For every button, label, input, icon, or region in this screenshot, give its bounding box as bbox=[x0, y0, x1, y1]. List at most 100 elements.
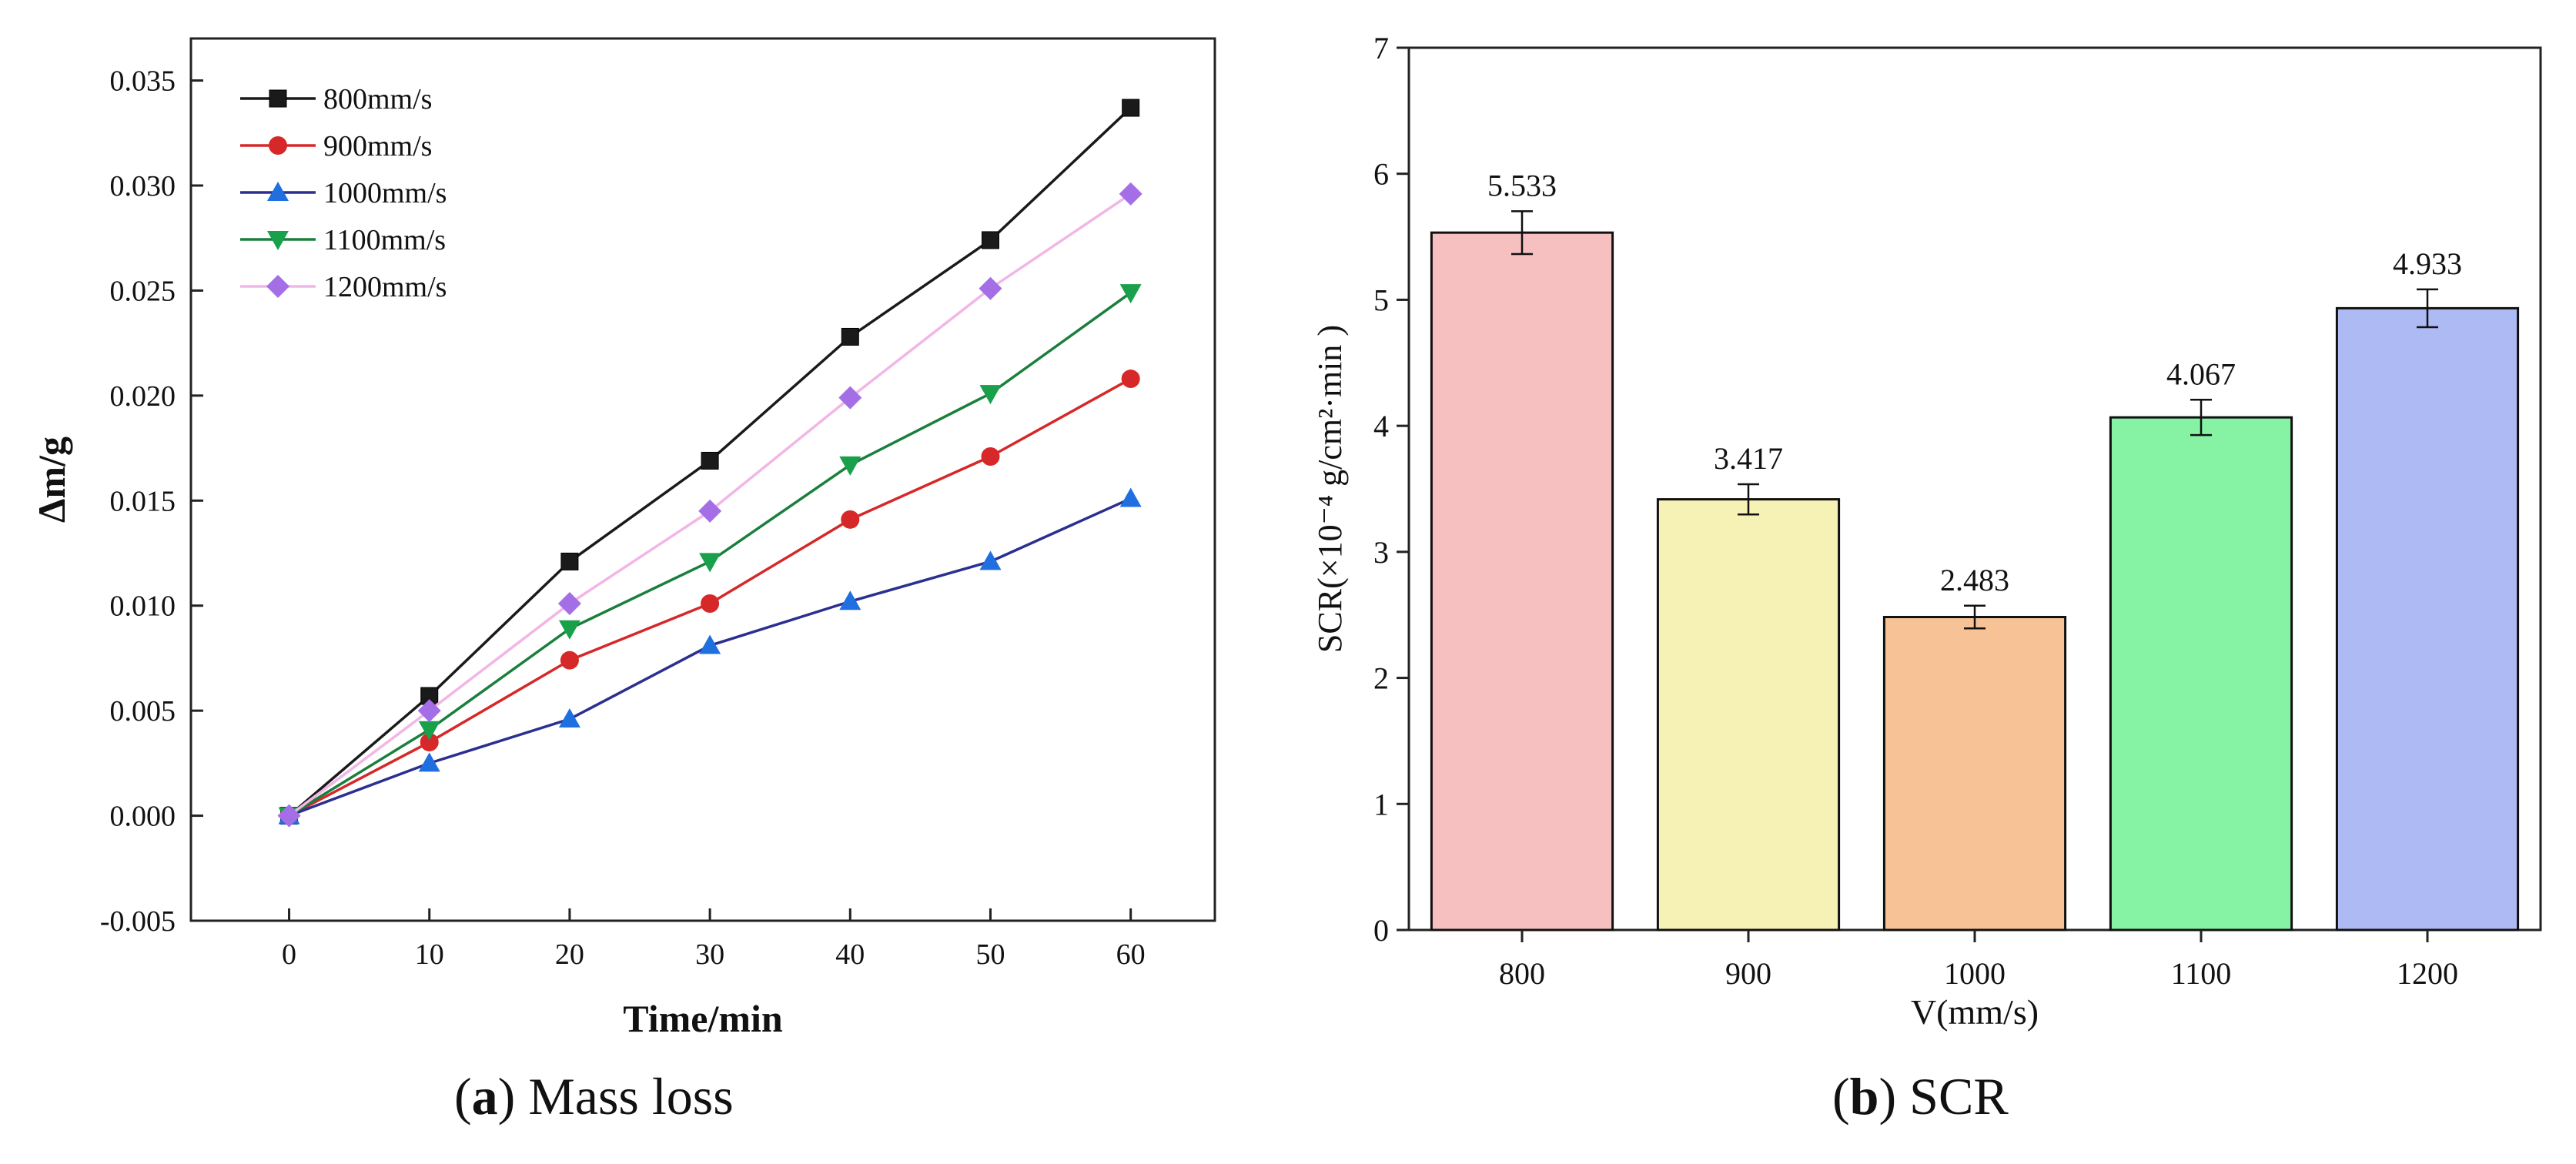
legend-label: 800mm/s bbox=[323, 83, 432, 115]
bar-800 bbox=[1430, 231, 1614, 932]
legend: 800mm/s 900mm/s 1000mm/s 1100mm/s 1200mm/s bbox=[240, 83, 447, 303]
x-tick-label: 30 bbox=[695, 938, 724, 971]
data-point-circle bbox=[981, 447, 1000, 466]
bar-900 bbox=[1656, 498, 1841, 932]
y-axis-label: Δm/g bbox=[30, 436, 73, 523]
data-point-diamond bbox=[417, 699, 441, 723]
series-900mm/s bbox=[279, 370, 1140, 825]
series-line bbox=[288, 497, 1132, 818]
x-tick-label: 50 bbox=[975, 938, 1005, 971]
data-point-circle bbox=[269, 136, 287, 155]
x-tick-label: 20 bbox=[555, 938, 584, 971]
x-tick-label: 1200 bbox=[2397, 956, 2458, 991]
bar-1200 bbox=[2335, 306, 2520, 932]
y-tick-label: 0.005 bbox=[110, 695, 176, 728]
data-point-diamond bbox=[557, 591, 581, 615]
data-point-triangle-down bbox=[699, 553, 721, 573]
data-point-diamond bbox=[698, 499, 722, 523]
x-tick-label: 0 bbox=[282, 938, 296, 971]
data-point-circle bbox=[701, 594, 720, 613]
data-label: 5.533 bbox=[1487, 168, 1557, 202]
series-1200mm/s bbox=[277, 182, 1142, 828]
data-point-triangle-up bbox=[839, 590, 861, 610]
data-label: 4.067 bbox=[2166, 356, 2236, 391]
data-label: 3.417 bbox=[1714, 441, 1783, 476]
data-point-square bbox=[560, 552, 579, 570]
data-point-circle bbox=[841, 510, 860, 529]
data-point-circle bbox=[560, 651, 579, 670]
y-tick-label: 0 bbox=[1373, 913, 1389, 948]
plot-frame bbox=[189, 37, 1216, 922]
data-point-diamond bbox=[979, 276, 1002, 300]
y-tick-label: 3 bbox=[1373, 535, 1389, 570]
data-label: 2.483 bbox=[1940, 563, 2009, 597]
data-point-triangle-down bbox=[267, 231, 289, 250]
caption-b-text: SCR bbox=[1909, 1067, 2009, 1126]
legend-label: 900mm/s bbox=[323, 130, 432, 162]
caption-b-letter: b bbox=[1849, 1067, 1879, 1126]
y-tick-label: 6 bbox=[1373, 157, 1389, 192]
error-bar bbox=[2190, 399, 2212, 436]
y-tick-label: 0.015 bbox=[110, 485, 176, 517]
y-tick-label: 0.035 bbox=[110, 65, 176, 98]
error-bar bbox=[1964, 604, 1986, 630]
scr-bar-chart: 0 1 2 3 4 5 6 7 5.533 800 3.417 900 2.483 1000 4.067 11… bbox=[1311, 31, 2542, 1032]
bar-1100 bbox=[2109, 416, 2293, 932]
x-tick-label: 1000 bbox=[1944, 956, 2006, 991]
series-1000mm/s bbox=[278, 487, 1142, 824]
data-point-square bbox=[269, 89, 287, 108]
data-point-square bbox=[1122, 99, 1140, 117]
error-bar bbox=[1738, 483, 1759, 516]
x-tick-label: 40 bbox=[835, 938, 865, 971]
y-tick-label: 0.010 bbox=[110, 590, 176, 623]
y-tick-label: 5 bbox=[1373, 283, 1389, 317]
data-point-circle bbox=[420, 733, 439, 752]
legend-label: 1000mm/s bbox=[323, 177, 447, 209]
data-point-triangle-down bbox=[1119, 284, 1142, 304]
y-tick-label: 7 bbox=[1373, 31, 1389, 65]
y-tick-label: 0.020 bbox=[110, 380, 176, 413]
data-point-triangle-up bbox=[267, 182, 289, 201]
y-tick-label: 0.000 bbox=[110, 801, 176, 833]
series-1100mm/s bbox=[278, 284, 1142, 827]
data-point-triangle-up bbox=[699, 634, 721, 654]
data-point-circle bbox=[1121, 370, 1140, 389]
x-tick-label: 900 bbox=[1725, 956, 1771, 991]
data-point-diamond bbox=[1119, 182, 1142, 206]
caption-b: (b) SCR bbox=[1832, 1067, 2009, 1126]
legend-label: 1200mm/s bbox=[323, 271, 447, 303]
caption-a-letter: a bbox=[471, 1067, 498, 1126]
data-label: 4.933 bbox=[2393, 246, 2462, 281]
data-point-diamond bbox=[277, 804, 301, 828]
data-point-triangle-up bbox=[418, 752, 440, 772]
data-point-triangle-up bbox=[1119, 487, 1142, 507]
caption-a-text: Mass loss bbox=[528, 1067, 734, 1126]
x-tick-label: 1100 bbox=[2171, 956, 2232, 991]
data-point-triangle-down bbox=[839, 456, 861, 476]
mass-loss-chart: -0.005 0.000 0.005 0.010 0.015 0.020 0.025 0.03… bbox=[30, 37, 1216, 1040]
y-tick-label: 0.030 bbox=[110, 170, 176, 202]
x-axis-label: Time/min bbox=[623, 997, 783, 1040]
x-axis-label: V(mm/s) bbox=[1911, 992, 2039, 1032]
x-tick-label: 800 bbox=[1499, 956, 1545, 991]
y-tick-label: -0.005 bbox=[100, 905, 176, 938]
bar-1000 bbox=[1882, 615, 2067, 932]
data-point-triangle-down bbox=[418, 721, 440, 741]
data-point-triangle-up bbox=[979, 550, 1002, 570]
data-point-triangle-down bbox=[979, 385, 1002, 405]
data-point-square bbox=[701, 451, 719, 470]
data-point-diamond bbox=[838, 386, 862, 410]
y-tick-label: 2 bbox=[1373, 661, 1389, 696]
x-tick-label: 10 bbox=[415, 938, 444, 971]
data-point-triangle-up bbox=[558, 708, 580, 728]
x-tick-label: 60 bbox=[1116, 938, 1146, 971]
error-bar bbox=[2417, 288, 2438, 329]
data-point-diamond bbox=[266, 275, 289, 298]
y-tick-label: 0.025 bbox=[110, 275, 176, 307]
data-point-square bbox=[981, 231, 999, 249]
y-tick-label: 1 bbox=[1373, 787, 1389, 821]
caption-a: (a) Mass loss bbox=[454, 1067, 734, 1126]
legend-label: 1100mm/s bbox=[323, 224, 446, 256]
y-tick-label: 4 bbox=[1373, 409, 1389, 443]
